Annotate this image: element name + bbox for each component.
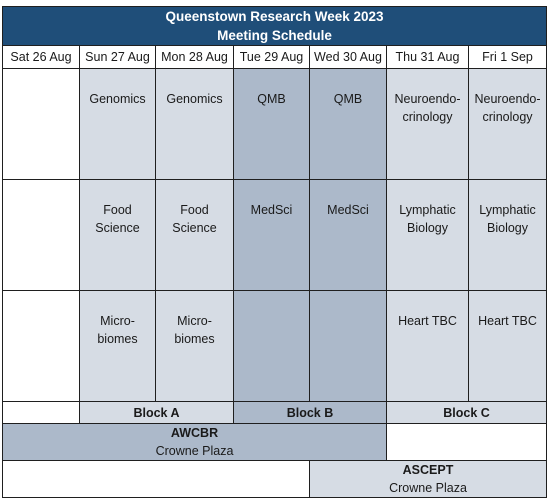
session-cell-sun: Food Science xyxy=(79,179,156,291)
day-header-fri: Fri 1 Sep xyxy=(467,45,548,69)
session-cell-thu: Heart TBC xyxy=(386,290,469,402)
ascept-name: ASCEPT xyxy=(402,463,454,477)
session-label: biomes xyxy=(97,332,138,346)
session-label: MedSci xyxy=(327,203,369,217)
title-line-1: Queenstown Research Week 2023 xyxy=(165,9,384,24)
block-b-label: Block B xyxy=(233,401,387,424)
session-label: crinology xyxy=(402,110,453,124)
session-label: Micro- xyxy=(177,314,212,328)
day-header-tue: Tue 29 Aug xyxy=(233,45,310,69)
session-cell-fri: Heart TBC xyxy=(467,290,548,402)
session-label: Heart TBC xyxy=(478,314,537,328)
session-label: Genomics xyxy=(89,92,146,106)
session-cell-sat xyxy=(2,68,80,180)
session-cell-fri: Neuroendo- crinology xyxy=(467,68,548,180)
ascept-place: Crowne Plaza xyxy=(389,481,467,495)
session-label: Food xyxy=(103,203,132,217)
session-row-1: Genomics Genomics QMB QMB Neuroendo- cri… xyxy=(2,68,548,180)
day-header-mon: Mon 28 Aug xyxy=(155,45,234,69)
ascept-venue-cell: ASCEPT Crowne Plaza xyxy=(308,460,548,498)
session-label: Neuroendo- xyxy=(474,92,541,106)
schedule-title: Queenstown Research Week 2023 Meeting Sc… xyxy=(1,6,548,46)
session-label: Heart TBC xyxy=(398,314,457,328)
session-cell-sun: Micro- biomes xyxy=(79,290,156,402)
session-cell-sat xyxy=(2,290,80,402)
session-cell-mon: Genomics xyxy=(155,68,234,180)
schedule-table: Queenstown Research Week 2023 Meeting Sc… xyxy=(1,6,548,498)
block-a-label: Block A xyxy=(79,401,234,424)
session-label: Neuroendo- xyxy=(394,92,461,106)
session-cell-tue: QMB xyxy=(233,68,310,180)
title-row: Queenstown Research Week 2023 Meeting Sc… xyxy=(1,6,548,46)
venue-row-ascept: ASCEPT Crowne Plaza xyxy=(2,460,548,498)
session-label: crinology xyxy=(482,110,533,124)
session-cell-wed: MedSci xyxy=(309,179,387,291)
session-cell-wed: QMB xyxy=(309,68,387,180)
day-header-sun: Sun 27 Aug xyxy=(79,45,156,69)
session-row-3: Micro- biomes Micro- biomes Heart TBC He… xyxy=(2,290,548,402)
session-row-2: Food Science Food Science MedSci MedSci … xyxy=(2,179,548,291)
session-label: Lymphatic xyxy=(399,203,456,217)
session-cell-mon: Food Science xyxy=(155,179,234,291)
day-header-wed: Wed 30 Aug xyxy=(309,45,387,69)
session-label: biomes xyxy=(174,332,215,346)
session-cell-thu: Lymphatic Biology xyxy=(386,179,469,291)
block-c-label: Block C xyxy=(385,401,548,424)
session-cell-mon: Micro- biomes xyxy=(155,290,234,402)
session-cell-fri: Lymphatic Biology xyxy=(467,179,548,291)
session-cell-tue xyxy=(233,290,310,402)
day-header-sat: Sat 26 Aug xyxy=(2,45,80,69)
session-label: MedSci xyxy=(250,203,293,217)
awcbr-venue-cell: AWCBR Crowne Plaza xyxy=(2,423,387,461)
session-label: QMB xyxy=(257,92,286,106)
title-line-2: Meeting Schedule xyxy=(217,28,332,43)
session-label: Lymphatic xyxy=(479,203,536,217)
session-label: Food xyxy=(180,203,209,217)
session-cell-sat xyxy=(2,179,80,291)
venue-cell-empty xyxy=(2,460,310,498)
session-label: QMB xyxy=(333,92,363,106)
session-cell-tue: MedSci xyxy=(233,179,310,291)
venue-row-awcbr: AWCBR Crowne Plaza xyxy=(2,423,548,461)
session-label: Genomics xyxy=(166,92,223,106)
session-cell-sun: Genomics xyxy=(79,68,156,180)
session-label: Biology xyxy=(487,221,529,235)
day-header-row: Sat 26 Aug Sun 27 Aug Mon 28 Aug Tue 29 … xyxy=(2,45,548,69)
session-cell-thu: Neuroendo- crinology xyxy=(386,68,469,180)
awcbr-name: AWCBR xyxy=(170,426,219,440)
block-cell-empty xyxy=(2,401,80,424)
session-label: Science xyxy=(172,221,217,235)
session-label: Micro- xyxy=(100,314,135,328)
session-label: Science xyxy=(95,221,140,235)
venue-cell-empty xyxy=(385,423,548,461)
session-cell-wed xyxy=(309,290,387,402)
block-row: Block A Block B Block C xyxy=(2,401,548,424)
session-label: Biology xyxy=(407,221,448,235)
day-header-thu: Thu 31 Aug xyxy=(386,45,469,69)
